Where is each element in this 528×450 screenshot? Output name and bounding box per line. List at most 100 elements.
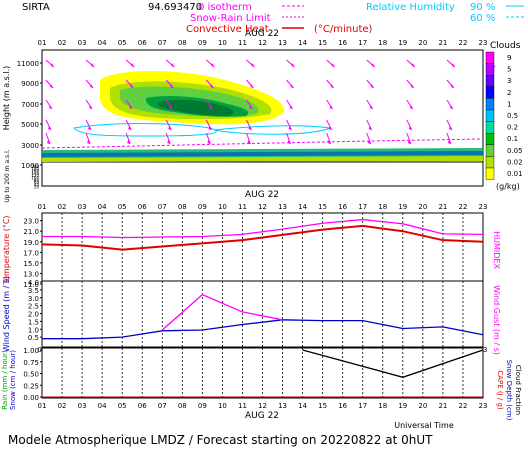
temp-hour-17: 17 [358,203,367,211]
temp-hour-13: 13 [278,203,287,211]
wind-arrow-head [409,105,413,109]
precip-hour-10: 10 [218,402,227,410]
temp-hour-03: 03 [78,203,87,211]
temp-y-tick-15.0: 15.0 [23,260,39,268]
clouds-legend-swatch-0.2 [485,121,495,134]
wind-arrow-head [47,140,50,144]
cloud-y-low-tick-180: 180 [31,166,39,171]
temp-hour-01: 01 [38,203,47,211]
cloud-hour-19: 19 [398,39,407,47]
wind-arrow-head [170,84,174,88]
clouds-legend-label-0.02: 0.02 [507,158,523,166]
wind-y-tick-2.5: 2.5 [28,303,39,311]
cloud-hour-01: 01 [38,39,47,47]
wind-y-tick-1.0: 1.0 [28,326,39,334]
wind-arrow-head [327,140,331,144]
wind-arrow [406,132,412,145]
wind-y-tick-0.5: 0.5 [28,334,39,342]
temp-hour-18: 18 [378,203,387,211]
clouds-legend-swatch-0.05 [485,144,495,157]
cloud-y-tick-3000: 3000 [21,142,39,150]
wind-arrow-head [168,126,172,130]
wind-arrow-head [451,63,455,67]
wind-arrow [205,132,211,145]
temp-y-tick-23.0: 23.0 [23,218,39,226]
precip-hour-20: 20 [418,402,427,410]
wind-arrow-head [50,84,53,88]
temp-hour-05: 05 [118,203,127,211]
precip-date-label: AUG 22 [245,411,279,421]
temp-hour-23: 23 [479,203,488,211]
precip-panel: 1.00 0.75 0.50 0.25 0.00 01 02 03 04 05 06 07 08 09 1… [1,347,522,430]
wind-arrow-head [249,105,253,109]
clouds-legend-swatch-9 [485,51,495,64]
temp-grid [61,213,464,287]
wind-arrow [245,132,251,145]
clouds-legend-swatch-0.5 [485,109,495,122]
cloud-hour-04: 04 [98,39,107,47]
wind-arrow-head [167,140,171,144]
wind-arrow-head [49,105,52,109]
wind-arrow-head [129,105,133,109]
snow-rain-legend: Snow-Rain Limit [190,13,271,24]
cloud-top-hour-axis: 01 02 03 04 05 06 07 08 09 10 11 12 13 14 15 16 17 18 19 20… [38,39,488,47]
wind-arrow [125,132,131,145]
wind-arrow [446,132,452,145]
temp-hour-16: 16 [338,203,347,211]
clouds-legend-label-0.2: 0.2 [507,124,518,132]
humidex-line [42,218,484,239]
temp-hour-09: 09 [198,203,207,211]
precip-hour-16: 16 [338,402,347,410]
rh-60-legend: 60 % [470,13,495,24]
wind-arrows [45,59,496,145]
cloud-hour-18: 18 [378,39,387,47]
temp-y-tick-17.0: 17.0 [23,249,39,257]
clouds-legend-label-1: 1 [507,100,511,108]
wind-arrow-head [169,105,173,109]
cloud-hour-15: 15 [318,39,327,47]
wind-arrow [286,132,292,145]
precip-hour-18: 18 [378,402,387,410]
precip-hour-09: 09 [198,402,207,410]
time-label: Universal Time [394,421,454,430]
cloud-hour-17: 17 [358,39,367,47]
temp-y-tick-11.0: 11.0 [23,281,39,289]
cloud-y-low-tick-160: 160 [31,169,39,174]
clouds-legend-label-0.01: 0.01 [507,170,523,178]
temp-y-axis: 23.0 21.0 19.0 17.0 15.0 13.0 11.0 [23,218,42,289]
clouds-legend-label-0.5: 0.5 [507,112,518,120]
rain-y-label: Rain (mm / hour) [1,350,9,410]
cloud-hour-11: 11 [238,39,247,47]
wind-arrow [165,132,171,145]
clouds-legend-label-0.05: 0.05 [507,147,523,155]
wind-arrow-head [247,140,251,144]
wind-arrow-head [367,140,371,144]
footer-title: Modele Atmospherique LMDZ / Forecast sta… [8,433,433,447]
wind-arrow-head [131,63,135,67]
wind-arrow-head [288,126,292,130]
wind-arrow-head [88,126,92,130]
cloud-y-low-tick-40: 40 [34,182,40,187]
clouds-legend-swatch-0.01 [485,167,495,180]
wind-arrow-head [411,63,415,67]
cloud-y-label: Height (m a.s.l.) [2,66,11,131]
snow-y-label: Snow (cm / hour) [9,350,17,410]
station-label: SIRTA [22,2,50,13]
precip-hour-11: 11 [238,402,247,410]
cloud-y-low-tick-60: 60 [34,180,40,185]
wind-arrow-head [48,126,51,130]
rh-legend: Relative Humidity [366,2,455,13]
temp-hour-10: 10 [218,203,227,211]
temp-hour-20: 20 [418,203,427,211]
cloud-hour-21: 21 [438,39,447,47]
cloud-lower-band-3 [42,156,483,162]
wind-arrow-head [250,84,254,88]
wind-arrow-head [211,63,215,67]
wind-arrow-head [371,63,375,67]
temp-y-tick-13.0: 13.0 [23,270,39,278]
cloud-hour-22: 22 [458,39,467,47]
wind-arrow [45,119,52,131]
humidex-y-label: HUMIDEX [492,231,501,269]
wind-arrow-head [171,63,175,67]
